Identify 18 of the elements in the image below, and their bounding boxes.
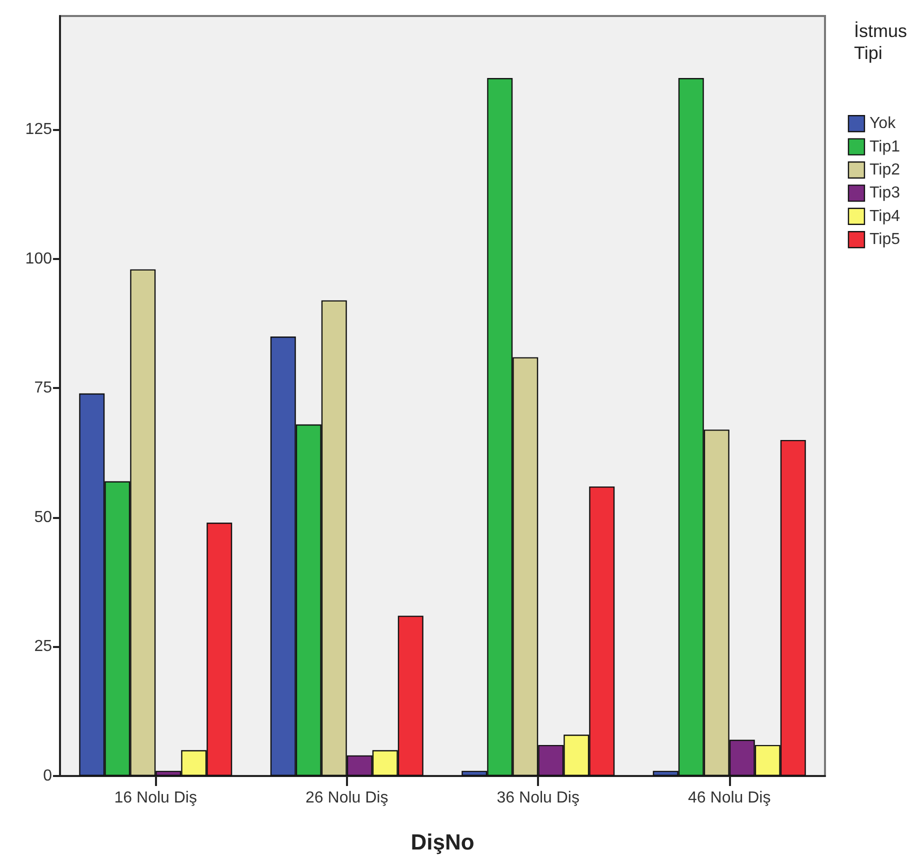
x-tick-label: 36 Nolu Diş <box>496 790 580 806</box>
y-tick-label: 50 <box>34 508 52 526</box>
legend-label: Tip1 <box>869 138 900 156</box>
legend-label: Tip3 <box>869 184 900 202</box>
x-tick-label: 26 Nolu Diş <box>306 790 388 806</box>
x-tick-label: 46 Nolu Diş <box>688 790 771 806</box>
legend-label: Tip2 <box>869 162 900 178</box>
x-axis-title: DişNo <box>410 830 474 854</box>
legend-label: Tip5 <box>869 231 900 248</box>
y-tick-label: 100 <box>25 250 52 268</box>
y-tick-label: 25 <box>34 638 52 656</box>
y-tick-label: 125 <box>25 121 52 138</box>
y-tick-label: 0 <box>43 768 52 784</box>
legend-title: İstmus Tipi <box>854 21 908 63</box>
legend-label: Yok <box>869 115 897 132</box>
x-tick-label: 16 Nolu Diş <box>114 790 197 806</box>
y-tick-label: 75 <box>34 380 52 397</box>
legend-label: Tip4 <box>869 208 900 225</box>
